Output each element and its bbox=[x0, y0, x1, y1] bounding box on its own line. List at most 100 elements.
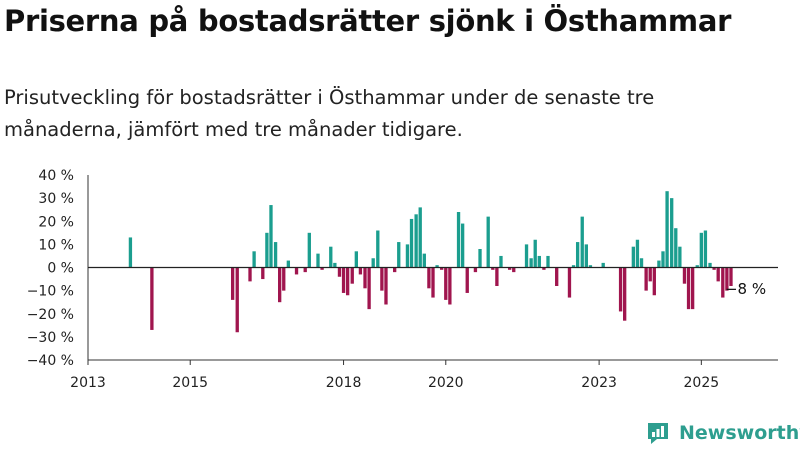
bar bbox=[371, 258, 375, 268]
x-tick-label: 2023 bbox=[581, 375, 617, 391]
brand-name: Newsworthy bbox=[679, 422, 800, 444]
bar bbox=[699, 232, 703, 268]
bar bbox=[682, 267, 687, 284]
bar bbox=[491, 267, 495, 270]
y-tick-label: 10 % bbox=[38, 237, 74, 253]
end-value-label: −8 % bbox=[725, 280, 766, 298]
bar bbox=[473, 267, 478, 273]
bar bbox=[414, 214, 418, 268]
x-tick-label: 2018 bbox=[326, 375, 362, 391]
x-tick-label: 2015 bbox=[172, 375, 208, 391]
y-tick-label: 20 % bbox=[38, 214, 74, 230]
bar bbox=[648, 267, 652, 282]
bar bbox=[128, 237, 133, 268]
bar bbox=[571, 265, 576, 268]
bar bbox=[269, 205, 273, 268]
bar bbox=[286, 260, 291, 268]
y-tick-label: 40 % bbox=[38, 168, 74, 184]
bar bbox=[316, 253, 320, 268]
bar bbox=[555, 267, 559, 286]
bar bbox=[358, 267, 363, 275]
bar bbox=[303, 267, 307, 273]
bar bbox=[584, 244, 588, 268]
bar bbox=[460, 223, 465, 268]
bar bbox=[575, 242, 580, 268]
bar-chart: −40 % −30 % −20 % −10 % 0 % 10 % 20 % 30 % 40 % 2… bbox=[27, 168, 778, 391]
chart-title: Priserna på bostadsrätter sjönk i Östham… bbox=[4, 4, 732, 38]
bar bbox=[363, 267, 367, 289]
bar bbox=[652, 267, 656, 296]
newsworthy-logo-icon bbox=[648, 423, 668, 444]
x-tick-label: 2025 bbox=[684, 375, 720, 391]
bar bbox=[265, 232, 269, 268]
bar bbox=[495, 267, 499, 286]
y-tick-label: 30 % bbox=[38, 191, 74, 207]
bar bbox=[376, 230, 380, 268]
y-tick-label: −30 % bbox=[27, 330, 74, 346]
y-tick-label: −10 % bbox=[27, 284, 74, 300]
brand-logo: Newsworthy bbox=[645, 418, 800, 448]
bar bbox=[639, 258, 644, 268]
bar bbox=[282, 267, 286, 291]
bar bbox=[729, 267, 733, 286]
chart-subtitle: Prisutveckling för bostadsrätter i Östha… bbox=[4, 86, 655, 141]
bar bbox=[486, 216, 490, 268]
bar bbox=[444, 267, 448, 300]
bar bbox=[248, 267, 252, 282]
bar bbox=[440, 267, 444, 270]
bar bbox=[529, 258, 533, 268]
bar bbox=[661, 251, 665, 268]
bar bbox=[588, 265, 593, 268]
bar bbox=[230, 267, 235, 300]
y-tick-label: −20 % bbox=[27, 307, 74, 323]
bar bbox=[665, 191, 669, 268]
bar bbox=[431, 267, 435, 298]
bar bbox=[537, 255, 541, 268]
bar bbox=[465, 267, 469, 293]
bar bbox=[567, 267, 572, 298]
bar bbox=[384, 267, 388, 305]
bar bbox=[644, 267, 648, 291]
bar bbox=[623, 267, 627, 321]
bar bbox=[499, 255, 503, 268]
bar bbox=[546, 255, 550, 268]
bar bbox=[631, 246, 636, 268]
bar bbox=[657, 260, 661, 268]
bar bbox=[712, 267, 716, 270]
bar bbox=[716, 267, 720, 282]
bar bbox=[512, 267, 516, 273]
bar bbox=[320, 267, 324, 270]
bar bbox=[150, 267, 154, 330]
bar bbox=[354, 251, 358, 268]
bar bbox=[508, 267, 512, 270]
x-tick-label: 2013 bbox=[70, 375, 106, 391]
bar bbox=[674, 228, 678, 268]
bar bbox=[337, 267, 342, 277]
x-tick-label: 2020 bbox=[428, 375, 464, 391]
bar bbox=[456, 212, 461, 268]
bar bbox=[670, 198, 674, 268]
bar bbox=[427, 267, 431, 289]
bar bbox=[708, 262, 712, 268]
bar bbox=[345, 267, 350, 296]
bar bbox=[278, 267, 282, 303]
bar bbox=[678, 246, 682, 268]
bar bbox=[721, 267, 725, 298]
bar bbox=[294, 267, 299, 275]
bar bbox=[422, 253, 426, 268]
bar bbox=[409, 218, 414, 268]
bar bbox=[333, 262, 337, 268]
bar bbox=[725, 267, 729, 291]
bar bbox=[618, 267, 623, 312]
bar bbox=[261, 267, 265, 280]
bar bbox=[329, 246, 333, 268]
bar bbox=[601, 262, 605, 268]
bar bbox=[273, 242, 278, 268]
bar bbox=[367, 267, 371, 310]
bar bbox=[690, 267, 695, 310]
bar bbox=[695, 265, 699, 268]
bar bbox=[478, 249, 482, 268]
bar bbox=[542, 267, 546, 270]
bar bbox=[252, 251, 256, 268]
bar bbox=[448, 267, 452, 305]
